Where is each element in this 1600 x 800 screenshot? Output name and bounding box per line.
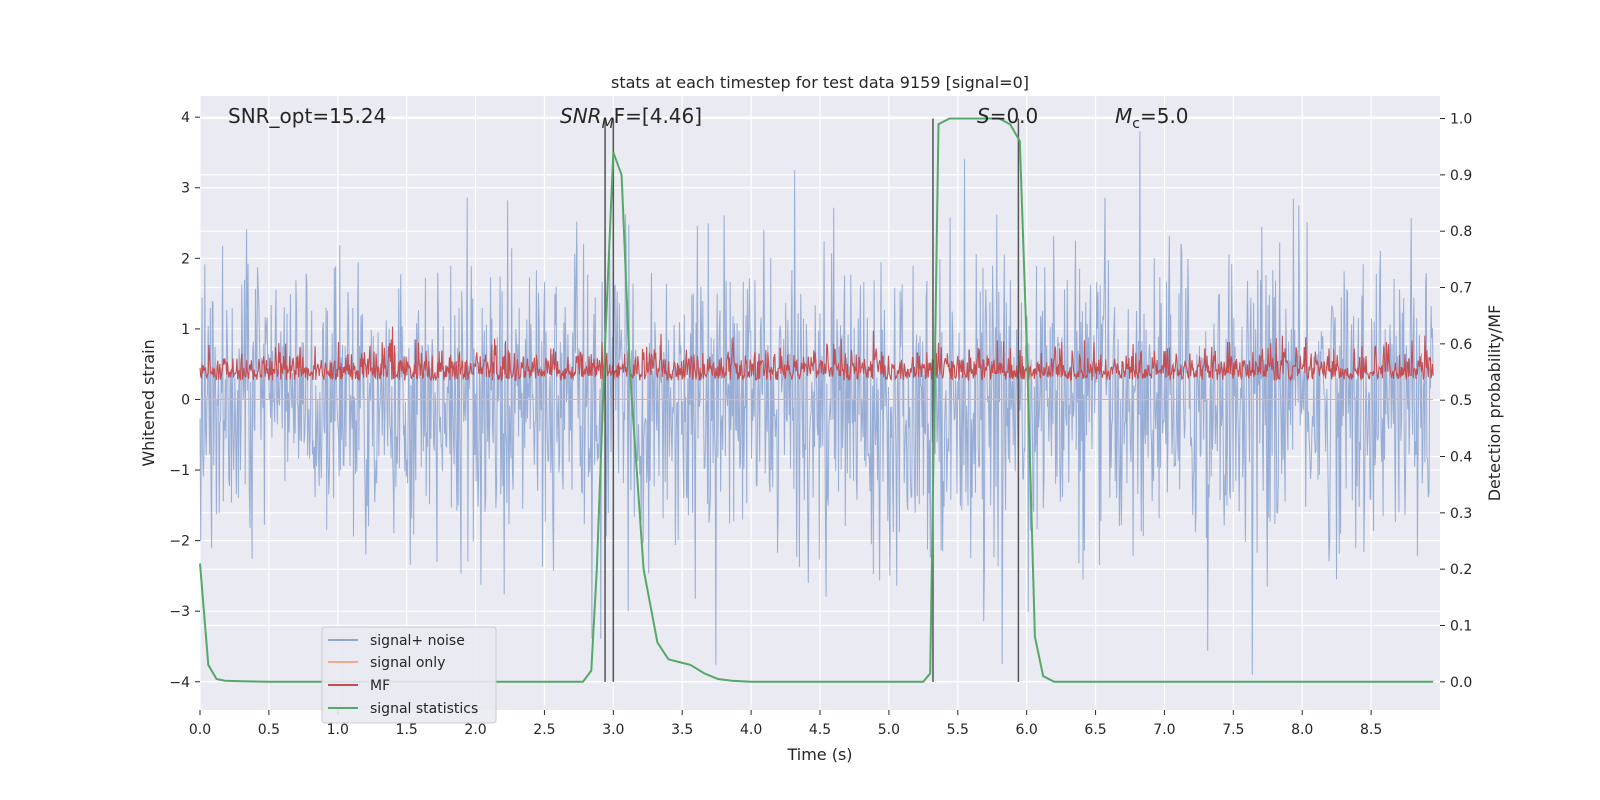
x-axis-ticks: 0.0 0.5 1.0 1.5 2.0 2.5 3.0 3.5 4.0 4.5 5.0 5.5 6.0 6… (189, 710, 1382, 738)
x-tick-label: 0.5 (258, 722, 280, 738)
y-axis-right-label: Detection probability/MF (1485, 305, 1504, 502)
x-tick-label: 8.5 (1360, 722, 1382, 738)
x-tick-label: 8.0 (1291, 722, 1313, 738)
y-right-tick-label: 0.0 (1450, 675, 1472, 691)
chart-title: stats at each timestep for test data 915… (611, 73, 1029, 92)
series-mf (199, 326, 1434, 383)
x-tick-label: 7.0 (1153, 722, 1175, 738)
y-left-tick-label: −1 (169, 463, 190, 479)
legend-label-signal-only: signal only (370, 655, 445, 671)
x-tick-label: 5.5 (947, 722, 969, 738)
y-left-tick-label: 0 (181, 392, 190, 408)
legend-label-mf: MF (370, 678, 390, 694)
x-tick-label: 7.5 (1222, 722, 1244, 738)
vertical-lines (604, 118, 1020, 682)
signal-noise-line (199, 131, 1434, 675)
legend: signal+ noise signal only MF signal stat… (321, 626, 497, 724)
y-right-tick-label: 0.9 (1450, 168, 1472, 184)
y-axis-left-ticks: 4 3 2 1 0 −1 −2 −3 −4 (169, 110, 200, 691)
y-left-tick-label: 1 (181, 322, 190, 338)
x-tick-label: 2.0 (464, 722, 486, 738)
x-tick-label: 4.5 (809, 722, 831, 738)
y-left-tick-label: −3 (169, 604, 190, 620)
y-left-tick-label: 3 (181, 181, 190, 197)
y-left-tick-label: −2 (169, 534, 190, 550)
y-left-tick-label: −4 (169, 675, 190, 691)
y-axis-left-label: Whitened strain (139, 339, 158, 466)
x-tick-label: 3.5 (671, 722, 693, 738)
x-tick-label: 4.0 (740, 722, 762, 738)
y-left-tick-label: 2 (181, 251, 190, 267)
x-tick-label: 3.0 (602, 722, 624, 738)
annotation-snr-opt: SNR_opt=15.24 (228, 104, 386, 128)
y-right-tick-label: 0.4 (1450, 450, 1472, 466)
mf-line (199, 326, 1434, 383)
x-tick-label: 5.0 (878, 722, 900, 738)
x-tick-label: 6.5 (1084, 722, 1106, 738)
legend-label-signal-noise: signal+ noise (370, 633, 465, 649)
y-right-tick-label: 0.1 (1450, 619, 1472, 635)
legend-box (321, 626, 497, 724)
y-right-tick-label: 0.3 (1450, 506, 1472, 522)
x-tick-label: 2.5 (533, 722, 555, 738)
y-right-tick-label: 0.8 (1450, 224, 1472, 240)
y-right-tick-label: 0.7 (1450, 281, 1472, 297)
y-right-tick-label: 1.0 (1450, 112, 1472, 128)
y-right-tick-label: 0.6 (1450, 337, 1472, 353)
series-signal-noise (199, 131, 1434, 675)
annotation-s: S=0.0 (977, 104, 1038, 128)
x-axis-label: Time (s) (786, 745, 852, 764)
y-axis-right-ticks: 1.0 0.9 0.8 0.7 0.6 0.5 0.4 0.3 0.2 0.1 0.0 (1440, 112, 1472, 691)
x-tick-label: 1.5 (396, 722, 418, 738)
y-left-tick-label: 4 (181, 110, 190, 126)
annotation-snr-mf: SNRMF=[4.46] (560, 104, 702, 132)
y-right-tick-label: 0.2 (1450, 562, 1472, 578)
x-tick-label: 6.0 (1016, 722, 1038, 738)
x-tick-label: 0.0 (189, 722, 211, 738)
x-tick-label: 1.0 (327, 722, 349, 738)
annotation-mc: Mc=5.0 (1115, 104, 1189, 132)
y-right-tick-label: 0.5 (1450, 393, 1472, 409)
legend-label-signal-statistics: signal statistics (370, 701, 478, 717)
